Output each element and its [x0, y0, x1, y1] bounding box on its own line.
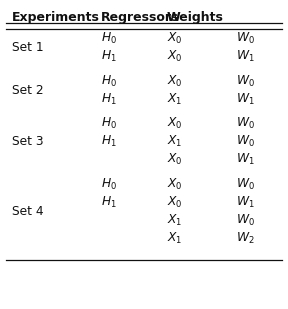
Text: $H_0$: $H_0$	[101, 31, 117, 46]
Text: $W_1$: $W_1$	[236, 152, 255, 167]
Text: Set 1: Set 1	[12, 41, 43, 54]
Text: $H_1$: $H_1$	[101, 195, 117, 210]
Text: $W_0$: $W_0$	[236, 213, 255, 228]
Text: $X_0$: $X_0$	[167, 116, 183, 131]
Text: $W_0$: $W_0$	[236, 177, 255, 192]
Text: $W_0$: $W_0$	[236, 116, 255, 131]
Text: $X_1$: $X_1$	[167, 231, 183, 246]
Text: $W_0$: $W_0$	[236, 31, 255, 46]
Text: $X_0$: $X_0$	[167, 74, 183, 89]
Text: Regressors: Regressors	[101, 11, 179, 24]
Text: $X_1$: $X_1$	[167, 134, 183, 149]
Text: $X_0$: $X_0$	[167, 152, 183, 167]
Text: Weights: Weights	[167, 11, 224, 24]
Text: $H_0$: $H_0$	[101, 116, 117, 131]
Text: Set 2: Set 2	[12, 84, 43, 97]
Text: $H_1$: $H_1$	[101, 92, 117, 107]
Text: $X_0$: $X_0$	[167, 177, 183, 192]
Text: Set 3: Set 3	[12, 135, 43, 148]
Text: $X_0$: $X_0$	[167, 195, 183, 210]
Text: $X_1$: $X_1$	[167, 92, 183, 107]
Text: $W_0$: $W_0$	[236, 74, 255, 89]
Text: $W_1$: $W_1$	[236, 49, 255, 64]
Text: $W_2$: $W_2$	[236, 231, 255, 246]
Text: $X_1$: $X_1$	[167, 213, 183, 228]
Text: $W_1$: $W_1$	[236, 92, 255, 107]
Text: $X_0$: $X_0$	[167, 31, 183, 46]
Text: $H_1$: $H_1$	[101, 49, 117, 64]
Text: Experiments: Experiments	[12, 11, 99, 24]
Text: $H_0$: $H_0$	[101, 74, 117, 89]
Text: $W_1$: $W_1$	[236, 195, 255, 210]
Text: $X_0$: $X_0$	[167, 49, 183, 64]
Text: $H_1$: $H_1$	[101, 134, 117, 149]
Text: $W_0$: $W_0$	[236, 134, 255, 149]
Text: Set 4: Set 4	[12, 205, 43, 218]
Text: $H_0$: $H_0$	[101, 177, 117, 192]
